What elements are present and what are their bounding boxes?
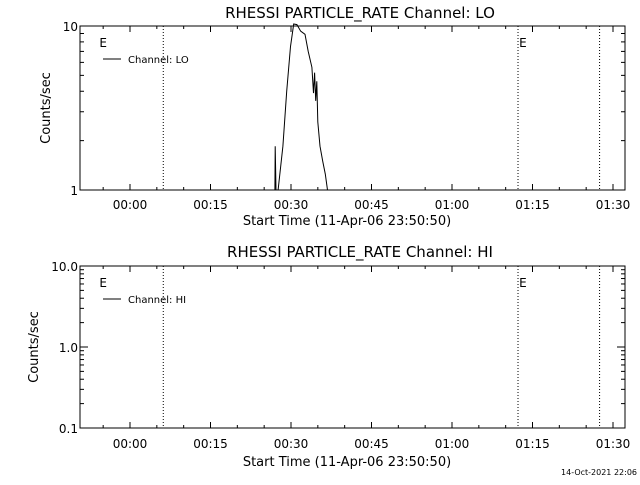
x-tick-label: 00:00 <box>113 198 148 212</box>
y-tick-label: 10 <box>63 20 78 34</box>
x-tick-label: 01:00 <box>435 437 470 451</box>
x-tick-label: 00:45 <box>354 198 389 212</box>
y-tick-label: 1.0 <box>59 341 78 355</box>
y-axis-label: Counts/sec <box>39 72 54 144</box>
event-marker: E <box>519 36 527 50</box>
y-axis-label: Counts/sec <box>27 311 42 383</box>
y-tick-label: 0.1 <box>59 422 78 436</box>
x-tick-label: 01:15 <box>515 198 550 212</box>
event-marker: E <box>519 276 527 290</box>
x-tick-label: 01:15 <box>515 437 550 451</box>
x-tick-label: 00:30 <box>274 437 309 451</box>
x-tick-label: 01:30 <box>596 437 631 451</box>
x-tick-label: 01:30 <box>596 198 631 212</box>
event-marker: E <box>99 36 107 50</box>
y-tick-label: 1 <box>70 184 78 198</box>
x-tick-label: 00:15 <box>193 198 228 212</box>
chart-title: RHESSI PARTICLE_RATE Channel: HI <box>227 243 493 262</box>
x-tick-label: 00:15 <box>193 437 228 451</box>
x-tick-label: 00:00 <box>113 437 148 451</box>
x-axis-label: Start Time (11-Apr-06 23:50:50) <box>243 214 451 229</box>
legend-label: Channel: LO <box>128 55 189 66</box>
event-marker: E <box>99 276 107 290</box>
plot-timestamp: 14-Oct-2021 22:06 <box>561 468 637 477</box>
x-tick-label: 00:45 <box>354 437 389 451</box>
x-tick-label: 01:00 <box>435 198 470 212</box>
x-axis-label: Start Time (11-Apr-06 23:50:50) <box>243 455 451 470</box>
x-tick-label: 00:30 <box>274 198 309 212</box>
legend-label: Channel: HI <box>128 295 186 306</box>
chart-title: RHESSI PARTICLE_RATE Channel: LO <box>225 4 495 23</box>
y-tick-label: 10.0 <box>51 260 78 274</box>
